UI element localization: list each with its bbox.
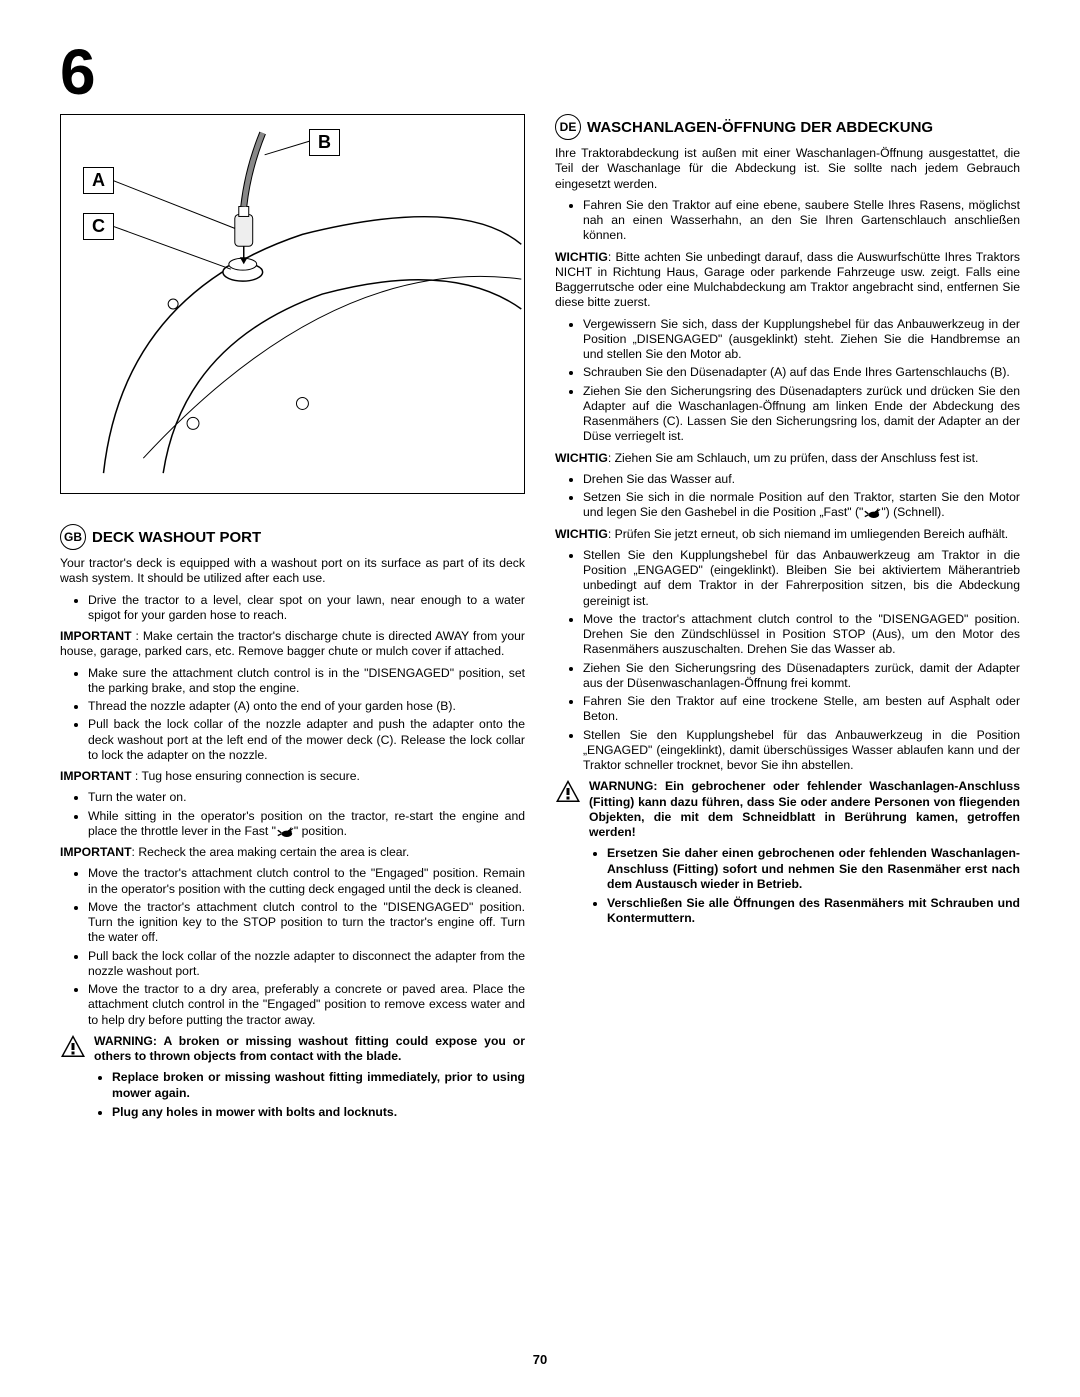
de-b5: Drehen Sie das Wasser auf. (583, 472, 1020, 487)
gb-warning: WARNING: A broken or missing washout fit… (60, 1034, 525, 1124)
page-columns: B A C (60, 114, 1020, 1124)
de-warning-text: WARNUNG: Ein gebrochener oder fehlender … (589, 779, 1020, 930)
gb-intro: Your tractor's deck is equipped with a w… (60, 556, 525, 587)
warning-icon (555, 779, 581, 803)
de-warn-lead: WARNUNG: Ein gebrochener oder fehlender … (589, 779, 1020, 840)
gb-important-3: IMPORTANT: Recheck the area making certa… (60, 845, 525, 860)
de-warning: WARNUNG: Ein gebrochener oder fehlender … (555, 779, 1020, 930)
gb-b4: Turn the water on. (88, 790, 525, 805)
de-b2: Vergewissern Sie sich, dass der Kupplung… (583, 317, 1020, 363)
de-b4: Ziehen Sie den Sicherungsring des Düsena… (583, 384, 1020, 445)
gb-section-title: GB DECK WASHOUT PORT (60, 524, 525, 550)
right-column: DE WASCHANLAGEN-ÖFFNUNG DER ABDECKUNG Ih… (555, 114, 1020, 1124)
gb-step1: Drive the tractor to a level, clear spot… (88, 593, 525, 624)
de-important-1: WICHTIG: Bitte achten Sie unbedingt dara… (555, 250, 1020, 311)
de-title-text: WASCHANLAGEN-ÖFFNUNG DER ABDECKUNG (587, 119, 933, 136)
deck-diagram-svg (61, 115, 524, 493)
gb-b1: Make sure the attachment clutch control … (88, 666, 525, 697)
de-section-title: DE WASCHANLAGEN-ÖFFNUNG DER ABDECKUNG (555, 114, 1020, 140)
figure-label-a: A (83, 167, 114, 194)
gb-b7: Move the tractor's attachment clutch con… (88, 900, 525, 946)
de-b10: Fahren Sie den Traktor auf eine trockene… (583, 694, 1020, 725)
de-list-4: Stellen Sie den Kupplungshebel für das A… (555, 548, 1020, 774)
de-badge: DE (555, 114, 581, 140)
de-important-2: WICHTIG: Ziehen Sie am Schlauch, um zu p… (555, 451, 1020, 466)
gb-list-4: Move the tractor's attachment clutch con… (60, 866, 525, 1028)
gb-list-1: Drive the tractor to a level, clear spot… (60, 593, 525, 624)
de-b7: Stellen Sie den Kupplungshebel für das A… (583, 548, 1020, 609)
figure-label-b: B (309, 129, 340, 156)
de-b9: Ziehen Sie den Sicherungsring des Düsena… (583, 661, 1020, 692)
left-column: B A C (60, 114, 525, 1124)
warning-icon (60, 1034, 86, 1058)
de-b11: Stellen Sie den Kupplungshebel für das A… (583, 728, 1020, 774)
gb-list-2: Make sure the attachment clutch control … (60, 666, 525, 764)
gb-badge: GB (60, 524, 86, 550)
de-b1: Fahren Sie den Traktor auf eine ebene, s… (583, 198, 1020, 244)
de-b6: Setzen Sie sich in die normale Position … (583, 490, 1020, 521)
page-number: 70 (533, 1352, 547, 1367)
rabbit-icon (863, 507, 881, 519)
gb-b3: Pull back the lock collar of the nozzle … (88, 717, 525, 763)
gb-warning-text: WARNING: A broken or missing washout fit… (94, 1034, 525, 1124)
rabbit-icon (276, 826, 294, 838)
chapter-number: 6 (60, 40, 1020, 104)
de-intro: Ihre Traktorabdeckung ist außen mit eine… (555, 146, 1020, 192)
gb-b2: Thread the nozzle adapter (A) onto the e… (88, 699, 525, 714)
gb-important-2: IMPORTANT : Tug hose ensuring connection… (60, 769, 525, 784)
gb-list-3: Turn the water on. While sitting in the … (60, 790, 525, 839)
figure-label-c: C (83, 213, 114, 240)
gb-warn-lead: WARNING: A broken or missing washout fit… (94, 1034, 525, 1065)
gb-b8: Pull back the lock collar of the nozzle … (88, 949, 525, 980)
gb-b6: Move the tractor's attachment clutch con… (88, 866, 525, 897)
de-warn-b1: Ersetzen Sie daher einen gebrochenen ode… (607, 846, 1020, 892)
de-list-2: Vergewissern Sie sich, dass der Kupplung… (555, 317, 1020, 445)
gb-b5: While sitting in the operator's position… (88, 809, 525, 840)
gb-warn-b2: Plug any holes in mower with bolts and l… (112, 1105, 525, 1120)
de-b8: Move the tractor's attachment clutch con… (583, 612, 1020, 658)
gb-title-text: DECK WASHOUT PORT (92, 529, 261, 546)
gb-warn-b1: Replace broken or missing washout fittin… (112, 1070, 525, 1101)
de-list-1: Fahren Sie den Traktor auf eine ebene, s… (555, 198, 1020, 244)
gb-b9: Move the tractor to a dry area, preferab… (88, 982, 525, 1028)
de-warn-b2: Verschließen Sie alle Öffnungen des Rase… (607, 896, 1020, 927)
figure-deck-diagram: B A C (60, 114, 525, 494)
gb-important-1: IMPORTANT : Make certain the tractor's d… (60, 629, 525, 660)
de-list-3: Drehen Sie das Wasser auf. Setzen Sie si… (555, 472, 1020, 521)
de-b3: Schrauben Sie den Düsenadapter (A) auf d… (583, 365, 1020, 380)
de-important-3: WICHTIG: Prüfen Sie jetzt erneut, ob sic… (555, 527, 1020, 542)
